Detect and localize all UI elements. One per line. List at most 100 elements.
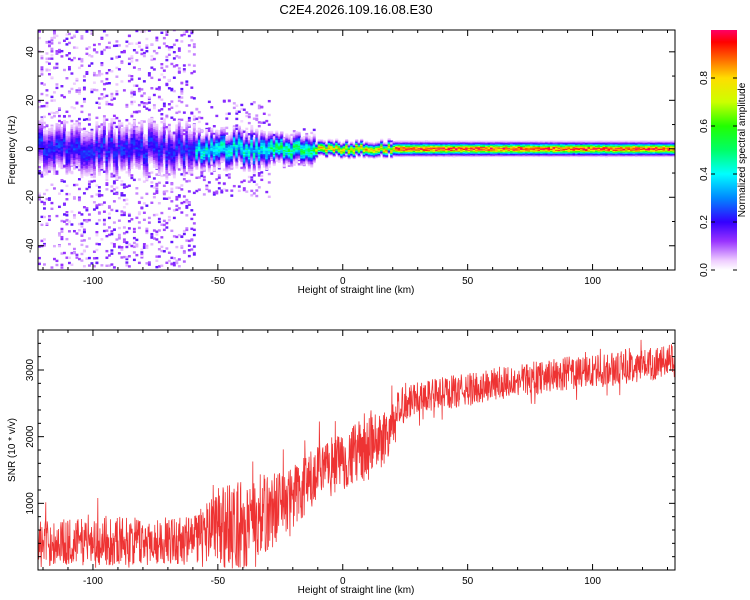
heatmap-cell [77, 160, 81, 163]
heatmap-cell [232, 140, 236, 143]
heatmap-cell [240, 154, 244, 157]
heatmap-cell [72, 163, 76, 166]
heatmap-cell [107, 125, 111, 128]
heatmap-cell [72, 56, 76, 60]
heatmap-cell [187, 254, 191, 258]
heatmap-cell [50, 156, 54, 160]
heatmap-cell [120, 256, 124, 259]
heatmap-cell [47, 167, 51, 170]
heatmap-cell [45, 153, 49, 156]
heatmap-cell [240, 140, 244, 143]
heatmap-cell [225, 165, 229, 168]
heatmap-cell [207, 168, 211, 171]
heatmap-cell [150, 121, 154, 125]
heatmap-cell [265, 137, 269, 140]
heatmap-cell [90, 165, 94, 168]
heatmap-cell [277, 157, 281, 159]
heatmap-cell [97, 70, 101, 73]
heatmap-cell [312, 149, 316, 151]
heatmap-cell [235, 134, 239, 137]
heatmap-cell [215, 148, 219, 151]
heatmap-cell [72, 143, 76, 147]
heatmap-cell [77, 66, 81, 70]
heatmap-cell [43, 263, 46, 266]
heatmap-cell [167, 137, 171, 141]
heatmap-cell [162, 76, 166, 79]
heatmap-cell [155, 156, 159, 160]
heatmap-cell [132, 135, 136, 138]
heatmap-cell [160, 174, 164, 178]
heatmap-cell [105, 229, 109, 232]
heatmap-cell [180, 134, 184, 137]
heatmap-cell [57, 149, 61, 153]
heatmap-cell [87, 142, 91, 145]
heatmap-cell [192, 213, 196, 216]
heatmap-cell [307, 158, 311, 161]
heatmap-cell [290, 165, 294, 168]
heatmap-cell [260, 171, 264, 174]
heatmap-cell [270, 139, 274, 142]
heatmap-cell [267, 99, 271, 103]
heatmap-cell [125, 261, 129, 264]
heatmap-cell [320, 139, 324, 141]
heatmap-cell [250, 150, 254, 153]
heatmap-cell [115, 66, 119, 70]
heatmap-cell [310, 164, 314, 167]
heatmap-cell [130, 129, 134, 133]
heatmap-cell [150, 152, 154, 156]
heatmap-cell [230, 159, 234, 162]
heatmap-cell [120, 50, 124, 54]
heatmap-cell [132, 131, 136, 134]
heatmap-cell [247, 165, 251, 168]
heatmap-cell [107, 226, 111, 229]
heatmap-cell [240, 132, 244, 135]
heatmap-cell [305, 155, 309, 158]
heatmap-cell [40, 215, 44, 219]
heatmap-cell [155, 145, 159, 148]
heatmap-cell [97, 97, 101, 100]
heatmap-cell [290, 139, 294, 142]
heatmap-cell [222, 182, 226, 185]
heatmap-cell [275, 150, 279, 153]
heatmap-cell [172, 140, 176, 144]
heatmap-cell [165, 247, 169, 250]
heatmap-cell [47, 44, 51, 48]
heatmap-cell [117, 134, 121, 138]
heatmap-cell [43, 158, 46, 161]
heatmap-cell [87, 163, 91, 166]
heatmap-cell [120, 147, 124, 151]
heatmap-cell [77, 123, 81, 126]
heatmap-cell [277, 155, 281, 158]
heatmap-cell [132, 241, 136, 245]
heatmap-cell [212, 132, 216, 136]
heatmap-cell [55, 152, 59, 155]
heatmap-cell [277, 147, 281, 149]
heatmap-cell [250, 146, 254, 149]
heatmap-cell [365, 140, 369, 142]
heatmap-cell [250, 133, 254, 136]
heatmap-cell [82, 159, 86, 163]
heatmap-cell [45, 139, 49, 143]
heatmap-cell [130, 166, 134, 170]
heatmap-cell [302, 153, 306, 156]
heatmap-cell [275, 139, 279, 142]
heatmap-cell [125, 140, 129, 143]
heatmap-cell [295, 143, 299, 146]
heatmap-cell [272, 152, 276, 154]
heatmap-cell [187, 154, 191, 158]
heatmap-cell [92, 141, 96, 144]
heatmap-cell [85, 166, 89, 169]
heatmap-cell [172, 154, 176, 158]
heatmap-cell [162, 132, 166, 135]
heatmap-cell [137, 143, 141, 147]
heatmap-cell [175, 165, 179, 168]
heatmap-cell [47, 140, 51, 143]
heatmap-cell [152, 136, 156, 139]
heatmap-cell [67, 170, 71, 174]
heatmap-cell [87, 151, 91, 155]
heatmap-cell [125, 134, 129, 137]
heatmap-cell [310, 137, 314, 139]
heatmap-cell [52, 151, 56, 154]
heatmap-cell [187, 203, 191, 206]
heatmap-cell [92, 208, 96, 211]
